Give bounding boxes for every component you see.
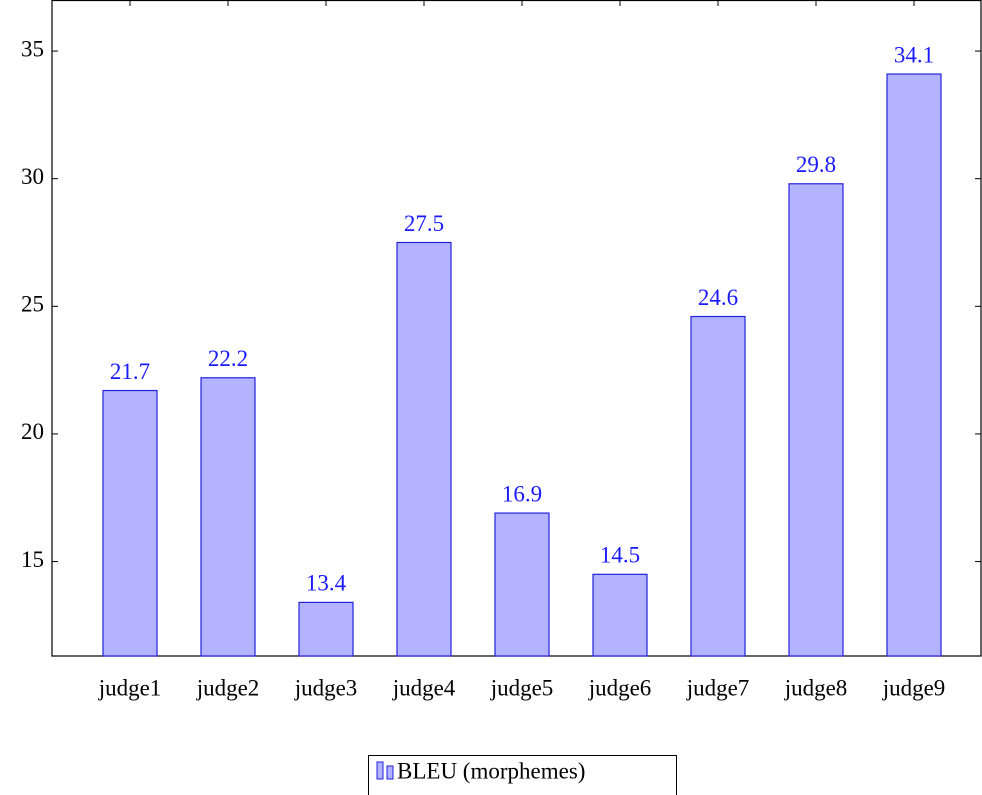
data-label: 14.5 [600,543,640,568]
data-label: 21.7 [110,359,150,384]
x-tick-label: judge9 [882,675,946,700]
bar [102,389,158,657]
x-tick-label: judge7 [686,675,750,700]
data-label: 24.6 [698,285,738,310]
legend-swatch [376,761,384,780]
x-tick-label: judge3 [294,675,358,700]
y-tick-label: 20 [21,419,44,444]
data-label: 27.5 [404,211,444,236]
data-label: 34.1 [894,42,934,67]
bar [396,241,452,657]
bar [788,183,844,657]
y-tick-label: 15 [21,547,44,572]
legend-label: BLEU (morphemes) [397,758,585,783]
x-tick-label: judge1 [98,675,162,700]
data-label: 29.8 [796,152,836,177]
bar [200,377,256,657]
y-tick-label: 30 [21,164,44,189]
y-tick-label: 25 [21,292,44,317]
data-label: 13.4 [306,571,347,596]
data-label: 22.2 [208,346,248,371]
bar [494,512,550,657]
legend-box [368,755,677,795]
x-tick-label: judge5 [490,675,554,700]
bar [886,73,942,657]
x-tick-label: judge8 [784,675,848,700]
data-label: 16.9 [502,481,542,506]
legend-swatch [386,765,394,780]
x-tick-label: judge2 [196,675,260,700]
bar [690,315,746,657]
x-tick-label: judge4 [392,675,456,700]
bar [298,601,354,657]
y-tick-label: 35 [21,36,44,61]
bar [592,573,648,657]
x-tick-label: judge6 [588,675,652,700]
